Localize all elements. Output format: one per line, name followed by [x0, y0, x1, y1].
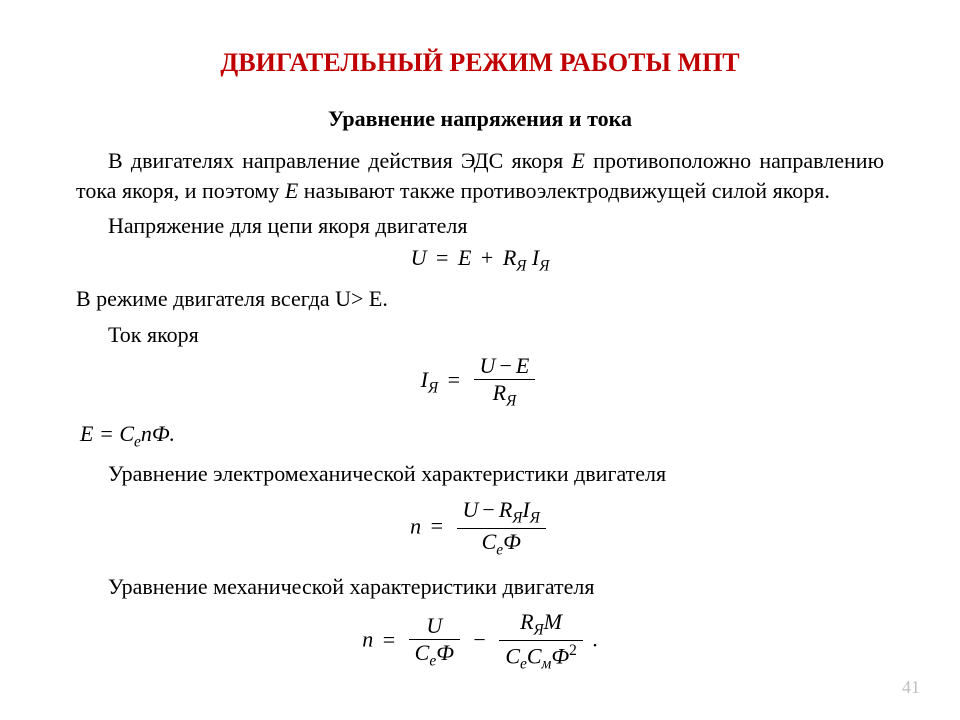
minus: −	[495, 353, 515, 378]
sub-ya: Я	[516, 257, 526, 274]
page-number: 41	[902, 677, 920, 698]
var-R: R	[499, 497, 512, 522]
sub-m: м	[542, 656, 552, 673]
period: .	[592, 627, 598, 652]
sup-2: 2	[569, 642, 577, 659]
main-title: ДВИГАТЕЛЬНЫЙ РЕЖИМ РАБОТЫ МПТ	[76, 48, 884, 78]
var-R: R	[520, 609, 533, 634]
var-C: C	[415, 640, 430, 665]
var-C: C	[119, 421, 134, 446]
var-U: U	[426, 613, 442, 638]
sub-ya: Я	[428, 380, 438, 397]
var-Phi: Ф	[436, 640, 454, 665]
var-Phi: Ф	[503, 529, 521, 554]
paragraph-emf: Е = CenФ.	[80, 419, 884, 453]
numerator: U−E	[474, 355, 536, 380]
fraction: U−RЯIЯ CeФ	[457, 499, 546, 558]
formula-voltage: U = E + RЯ IЯ	[76, 247, 884, 274]
var-Phi: Ф	[551, 643, 569, 668]
var-R: R	[493, 380, 506, 405]
equals: =	[444, 367, 464, 392]
eq-text: =	[93, 421, 119, 446]
var-I: I	[522, 497, 529, 522]
sub-ya: Я	[539, 257, 549, 274]
equals: =	[379, 627, 399, 652]
sub-ya: Я	[534, 622, 544, 639]
var-n: n	[362, 627, 373, 652]
paragraph-mode: В режиме двигателя всегда U> Е.	[76, 284, 884, 314]
numerator: U−RЯIЯ	[457, 499, 546, 529]
var-E: E	[516, 353, 529, 378]
slide: ДВИГАТЕЛЬНЫЙ РЕЖИМ РАБОТЫ МПТ Уравнение …	[0, 0, 960, 720]
var-U: U	[463, 497, 479, 522]
sub-ya: Я	[530, 509, 540, 526]
var-R: R	[503, 245, 516, 270]
minus: −	[478, 497, 498, 522]
var-Cm: C	[527, 643, 542, 668]
var-I: I	[421, 367, 428, 392]
fraction-2: RЯM CeCмФ2	[499, 611, 582, 672]
denominator: CeФ	[457, 529, 546, 558]
var-C: C	[482, 529, 497, 554]
paragraph-voltage-label: Напряжение для цепи якоря двигателя	[76, 211, 884, 241]
paragraph-current-label: Ток якоря	[76, 320, 884, 350]
var-C: C	[505, 643, 520, 668]
var-E: Е	[285, 178, 298, 203]
var-n: n	[141, 421, 152, 446]
var-E: Е	[80, 421, 93, 446]
text: В двигателях направление действия ЭДС як…	[108, 148, 572, 173]
equals: =	[427, 513, 447, 538]
denominator: RЯ	[474, 380, 536, 409]
var-E: E	[458, 245, 471, 270]
fraction: U−E RЯ	[474, 355, 536, 409]
sub-e: e	[134, 433, 141, 450]
var-n: n	[410, 513, 421, 538]
var-Phi: Ф.	[152, 421, 175, 446]
paragraph-em-char: Уравнение электромеханической характерис…	[76, 459, 884, 489]
var-U: U	[480, 353, 496, 378]
denominator: CeФ	[409, 640, 460, 669]
text: называют также противоэлектродвижущей си…	[298, 178, 830, 203]
var-E: Е	[572, 148, 585, 173]
formula-speed-mech: n = U CeФ − RЯM CeCмФ2 .	[76, 611, 884, 672]
paragraph-mech-char: Уравнение механической характеристики дв…	[76, 572, 884, 602]
sub-ya: Я	[512, 509, 522, 526]
var-M: M	[544, 609, 562, 634]
denominator: CeCмФ2	[499, 641, 582, 672]
subtitle: Уравнение напряжения и тока	[76, 106, 884, 132]
minus: −	[469, 627, 489, 652]
equals: =	[432, 245, 452, 270]
sub-e: e	[520, 656, 527, 673]
numerator: U	[409, 615, 460, 640]
paragraph-intro: В двигателях направление действия ЭДС як…	[76, 146, 884, 205]
formula-speed-em: n = U−RЯIЯ CeФ	[76, 499, 884, 558]
numerator: RЯM	[499, 611, 582, 641]
fraction-1: U CeФ	[409, 615, 460, 669]
formula-current: IЯ = U−E RЯ	[76, 355, 884, 409]
sub-ya: Я	[506, 393, 516, 410]
plus: +	[477, 245, 497, 270]
var-U: U	[411, 245, 427, 270]
